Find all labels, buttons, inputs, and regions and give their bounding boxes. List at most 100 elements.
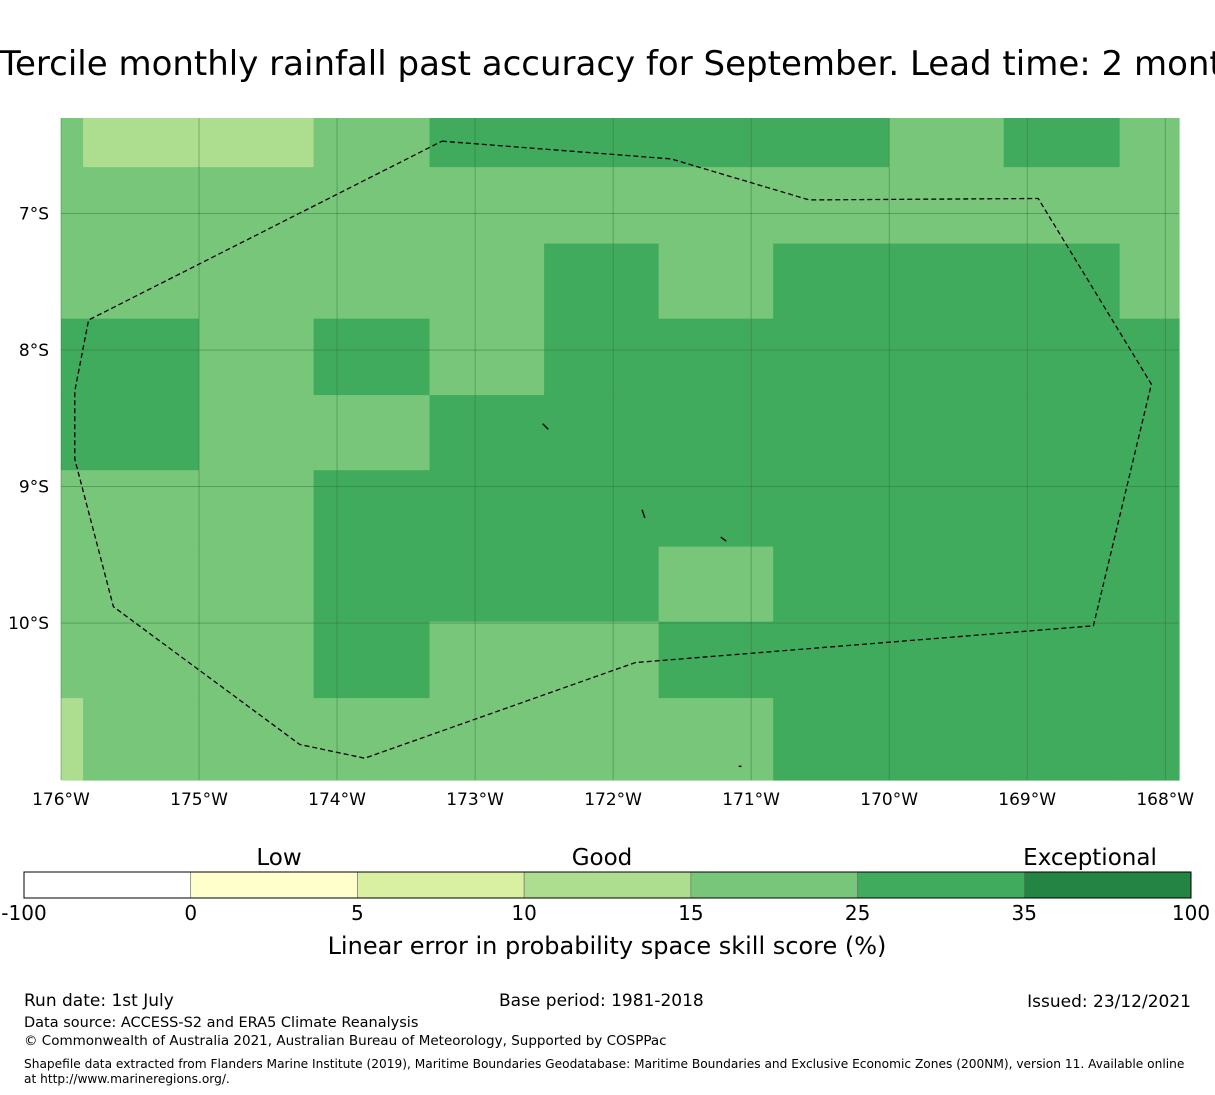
- skill-cell: [544, 243, 660, 320]
- skill-cell: [544, 167, 660, 245]
- skill-cell: [83, 318, 200, 396]
- skill-cell: [313, 621, 431, 699]
- category-exceptional: Exceptional: [1023, 845, 1157, 871]
- skill-cell: [1003, 621, 1121, 699]
- colorbar-tick-label: 0: [184, 901, 197, 925]
- skill-cell: [889, 470, 1005, 548]
- colorbar-tick-label: 5: [351, 901, 364, 925]
- shapefile-credit: Shapefile data extracted from Flanders M…: [24, 1057, 1185, 1086]
- colorbar-segment: [23, 871, 192, 899]
- skill-cell: [889, 546, 1005, 623]
- skill-cell: [1003, 243, 1121, 320]
- category-good: Good: [572, 845, 633, 871]
- run-date: Run date: 1st July: [24, 991, 174, 1011]
- skill-cell: [889, 118, 1005, 168]
- lat-tick-label: 7°S: [19, 205, 49, 225]
- skill-cell: [544, 546, 660, 623]
- skill-cell: [313, 118, 431, 168]
- issued-date: Issued: 23/12/2021: [1027, 992, 1191, 1012]
- island-mark: [641, 509, 646, 519]
- skill-cell: [544, 318, 660, 396]
- colorbar-tick-label: 25: [845, 901, 870, 925]
- map-figure: 7°S8°S9°S10°S 176°W 175°W 174°W 173°W 172°W 1…: [1, 118, 1210, 960]
- skill-cell: [313, 698, 431, 781]
- skill-cell: [773, 395, 890, 471]
- skill-cell: [773, 470, 890, 548]
- skill-cell: [199, 118, 315, 168]
- skill-cell: [658, 243, 774, 320]
- skill-cell: [658, 546, 774, 623]
- skill-cell: [1003, 167, 1121, 245]
- skill-cell: [199, 621, 315, 699]
- skill-cell: [83, 621, 200, 699]
- lon-tick-label: 169°W: [998, 790, 1056, 810]
- skill-cell: [1003, 118, 1121, 168]
- skill-cell: [83, 243, 200, 320]
- copyright: © Commonwealth of Australia 2021, Austra…: [24, 1033, 667, 1049]
- skill-cell: [61, 243, 84, 320]
- skill-cell: [773, 167, 890, 245]
- skill-cell: [429, 470, 545, 548]
- islands: [542, 423, 742, 768]
- gridlines: [60, 118, 1179, 780]
- skill-cell: [773, 118, 890, 168]
- skill-cell: [313, 243, 431, 320]
- skill-cell: [1119, 318, 1180, 396]
- skill-cell: [544, 698, 660, 781]
- skill-cell: [889, 167, 1005, 245]
- lon-tick-label: 173°W: [446, 790, 504, 810]
- skill-cell: [773, 318, 890, 396]
- island-mark: [720, 536, 727, 542]
- colorbar-segments: [23, 871, 1192, 899]
- skill-cell: [658, 395, 774, 471]
- base-period: Base period: 1981-2018: [499, 991, 704, 1011]
- skill-cell: [773, 621, 890, 699]
- category-low: Low: [256, 845, 301, 871]
- colorbar-label: Linear error in probability space skill …: [328, 932, 887, 960]
- longitude-labels: 176°W 175°W 174°W 173°W 172°W 171°W 170°W 169°W…: [32, 790, 1194, 810]
- skill-cell: [544, 395, 660, 471]
- skill-cell: [429, 395, 545, 471]
- skill-cell: [429, 621, 545, 699]
- skill-cell: [199, 546, 315, 623]
- colorbar-tick-label: 100: [1172, 901, 1210, 925]
- lat-tick-label: 10°S: [8, 614, 49, 634]
- skill-cell: [199, 318, 315, 396]
- skill-cell: [199, 167, 315, 245]
- colorbar-tick-label: 10: [511, 901, 536, 925]
- colorbar-segment: [857, 871, 1025, 899]
- skill-cell: [83, 118, 200, 168]
- colorbar-segment: [357, 871, 525, 899]
- eez-boundary: [74, 140, 1153, 759]
- skill-cell: [889, 621, 1005, 699]
- skill-cell: [1003, 470, 1121, 548]
- colorbar-tick-label: 35: [1012, 901, 1037, 925]
- skill-cell: [658, 118, 774, 168]
- skill-cell: [1119, 243, 1180, 320]
- skill-grid: [61, 118, 1180, 781]
- skill-cell: [658, 470, 774, 548]
- colorbar-segment: [523, 871, 692, 899]
- colorbar: -100 0 5 10 15 25 35 100 Low Good Exceptional L…: [1, 845, 1210, 960]
- skill-cell: [889, 243, 1005, 320]
- skill-cell: [61, 395, 84, 471]
- skill-cell: [199, 470, 315, 548]
- skill-cell: [61, 621, 84, 699]
- skill-cell: [313, 470, 431, 548]
- skill-cell: [61, 546, 84, 623]
- skill-cell: [313, 546, 431, 623]
- skill-cell: [429, 698, 545, 781]
- skill-cell: [773, 698, 890, 781]
- skill-cell: [61, 698, 84, 781]
- skill-cell: [313, 167, 431, 245]
- skill-cell: [658, 167, 774, 245]
- lon-tick-label: 171°W: [722, 790, 780, 810]
- skill-cell: [313, 318, 431, 396]
- skill-cell: [61, 118, 84, 168]
- skill-cell: [1119, 546, 1180, 623]
- skill-cell: [889, 395, 1005, 471]
- skill-cell: [658, 698, 774, 781]
- skill-cell: [1119, 118, 1180, 168]
- colorbar-tick-label: -100: [1, 901, 46, 925]
- colorbar-segment: [690, 871, 858, 899]
